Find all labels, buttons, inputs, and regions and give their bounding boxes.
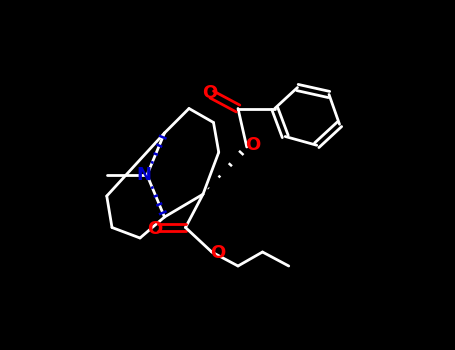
Text: O: O bbox=[147, 219, 162, 238]
Text: O: O bbox=[210, 244, 225, 262]
Text: O: O bbox=[245, 136, 261, 154]
Text: O: O bbox=[202, 84, 217, 102]
Text: N: N bbox=[136, 166, 152, 184]
